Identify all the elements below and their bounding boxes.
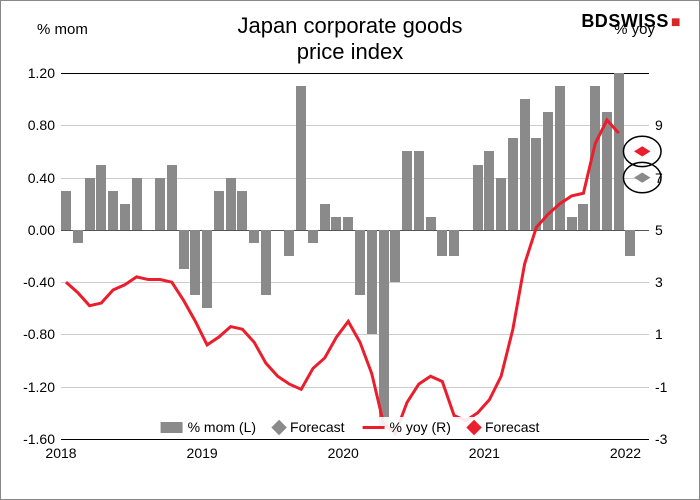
bar-swatch-icon: [161, 422, 183, 433]
legend-yoy-forecast-label: Forecast: [485, 419, 539, 435]
bar-forecast-diamond: [634, 172, 650, 182]
left-tick-label: -0.40: [23, 274, 61, 290]
plot-area: 1.200.800.400.00-0.40-0.80-1.20-1.609753…: [61, 73, 649, 439]
right-tick-label: -3: [649, 431, 667, 447]
line-forecast-diamond: [634, 146, 650, 156]
legend-mom-label: % mom (L): [188, 419, 256, 435]
diamond-grey-icon: [272, 419, 288, 435]
overlay-svg: [61, 73, 649, 439]
chart-container: BDSWISS■ Japan corporate goods price ind…: [0, 0, 700, 500]
legend-yoy-label: % yoy (R): [390, 419, 451, 435]
legend-mom-forecast-label: Forecast: [290, 419, 344, 435]
left-tick-label: 0.80: [28, 117, 61, 133]
left-axis-label: % mom: [37, 21, 88, 38]
diamond-red-icon: [467, 419, 483, 435]
right-tick-label: 1: [649, 326, 663, 342]
x-tick-label: 2020: [328, 439, 359, 461]
chart-title: Japan corporate goods price index: [237, 13, 462, 66]
right-tick-label: -1: [649, 379, 667, 395]
logo-square-icon: ■: [671, 14, 681, 31]
right-tick-label: 3: [649, 274, 663, 290]
left-tick-label: 0.40: [28, 170, 61, 186]
right-axis-label: % yoy: [614, 21, 655, 38]
legend-item-yoy: % yoy (R): [363, 419, 451, 435]
legend-item-mom: % mom (L): [161, 419, 256, 435]
x-tick-label: 2022: [610, 439, 641, 461]
x-tick-label: 2019: [187, 439, 218, 461]
legend-item-mom-forecast: Forecast: [274, 419, 344, 435]
line-swatch-icon: [363, 426, 385, 429]
x-tick-label: 2021: [469, 439, 500, 461]
yoy-line: [66, 120, 619, 434]
title-line2: price index: [297, 39, 403, 64]
right-tick-label: 5: [649, 222, 663, 238]
right-tick-label: 9: [649, 117, 663, 133]
title-line1: Japan corporate goods: [237, 13, 462, 38]
left-tick-label: 1.20: [28, 65, 61, 81]
left-tick-label: -1.20: [23, 379, 61, 395]
x-tick-label: 2018: [45, 439, 76, 461]
logo-part1: BD: [581, 11, 608, 31]
legend-item-yoy-forecast: Forecast: [469, 419, 539, 435]
legend: % mom (L) Forecast % yoy (R) Forecast: [155, 417, 546, 437]
left-tick-label: 0.00: [28, 222, 61, 238]
left-tick-label: -0.80: [23, 326, 61, 342]
